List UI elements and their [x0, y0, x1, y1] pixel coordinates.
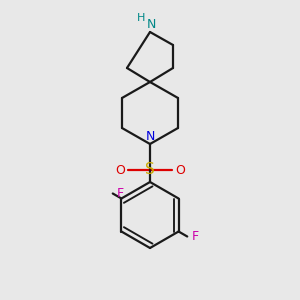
- Text: N: N: [145, 130, 155, 142]
- Text: F: F: [117, 187, 124, 200]
- Text: F: F: [192, 230, 199, 243]
- Text: O: O: [175, 164, 185, 176]
- Text: S: S: [145, 163, 155, 178]
- Text: O: O: [115, 164, 125, 176]
- Text: H: H: [137, 13, 145, 23]
- Text: N: N: [146, 17, 156, 31]
